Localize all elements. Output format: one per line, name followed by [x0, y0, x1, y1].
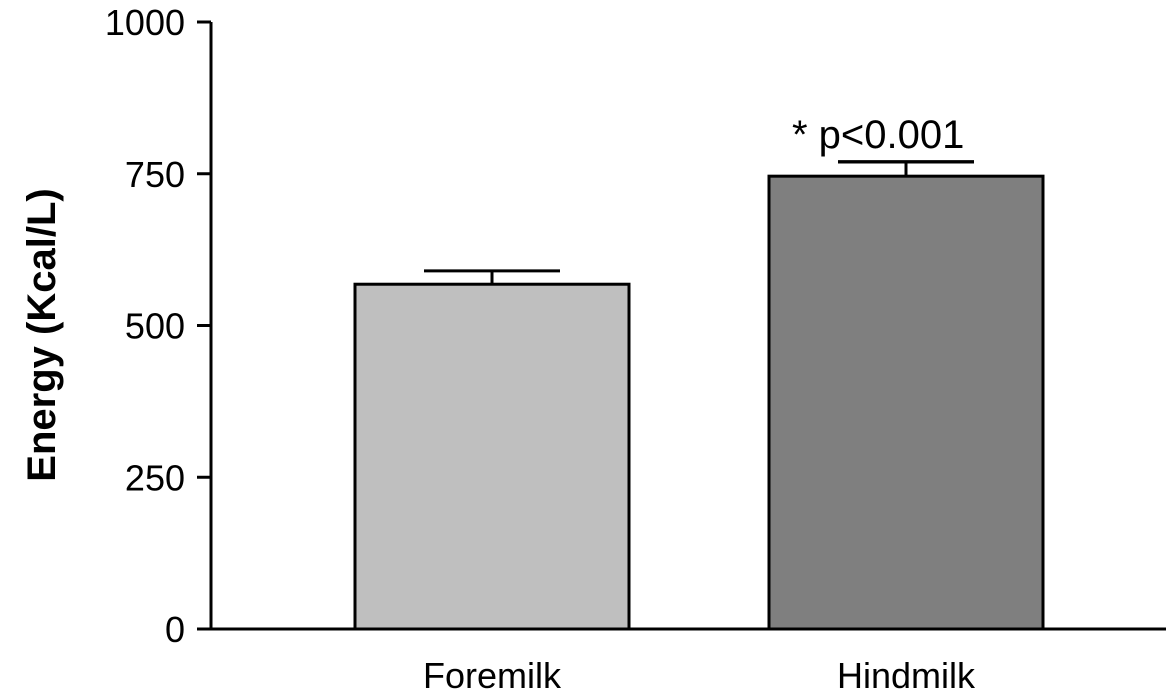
y-tick-label: 500 [125, 306, 185, 347]
bars [353, 174, 1045, 631]
y-tick-label: 1000 [105, 2, 185, 43]
y-tick-label: 250 [125, 457, 185, 498]
y-axis-title: Energy (Kcal/L) [20, 188, 64, 481]
significance-annotation: * p<0.001 [792, 113, 964, 157]
bar-hindmilk [767, 174, 1045, 631]
y-tick-label: 0 [165, 609, 185, 650]
bar-foremilk [353, 282, 631, 631]
category-label: Foremilk [423, 655, 562, 694]
category-label: Hindmilk [837, 655, 976, 694]
y-tick-label: 750 [125, 154, 185, 195]
y-ticks: 0 250 500 750 1000 [105, 2, 211, 650]
category-labels: Foremilk Hindmilk [423, 655, 976, 694]
